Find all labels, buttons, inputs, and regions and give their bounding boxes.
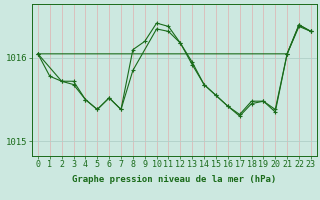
X-axis label: Graphe pression niveau de la mer (hPa): Graphe pression niveau de la mer (hPa) xyxy=(72,175,276,184)
